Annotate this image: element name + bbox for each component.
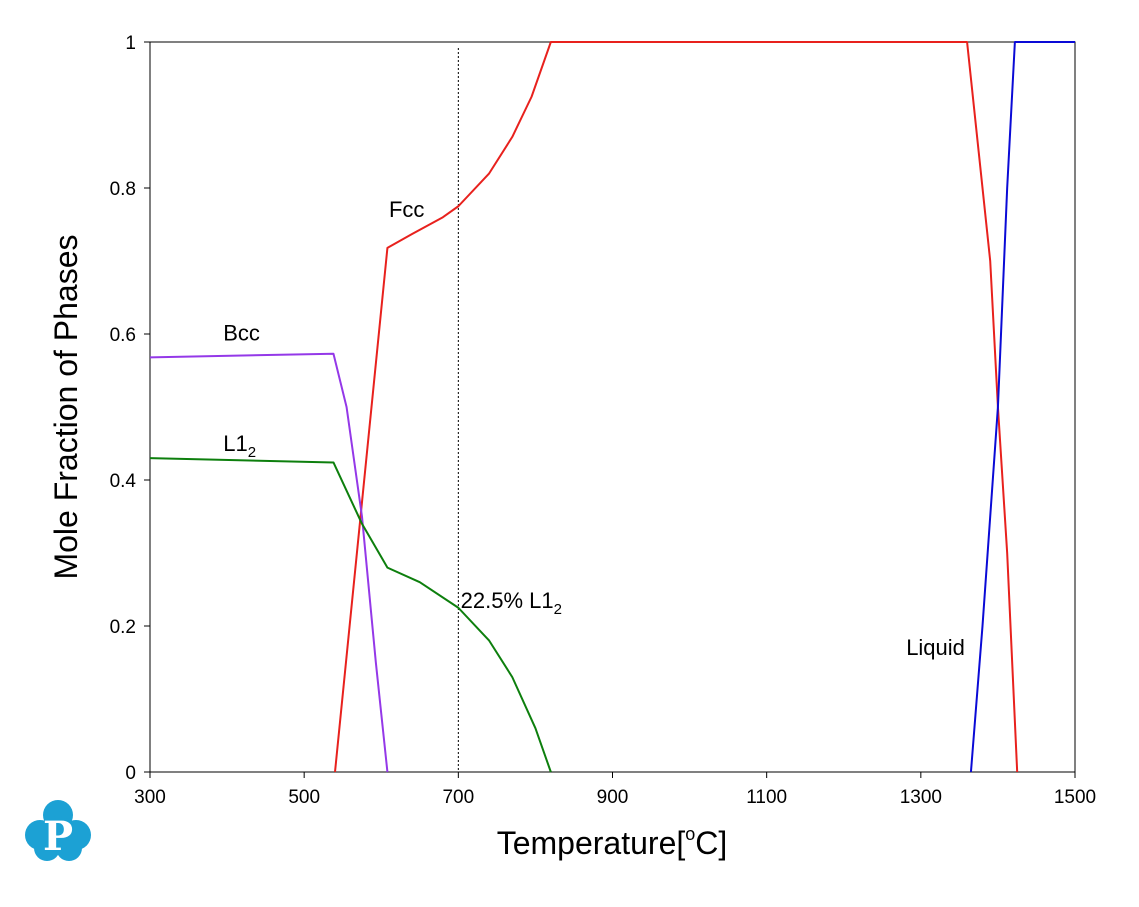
y-tick-label-0.4: 0.4 — [110, 471, 137, 492]
annotation-3: 22.5% L12 — [461, 588, 562, 618]
annotation-0: Fcc — [389, 197, 424, 222]
plot-area — [149, 41, 1076, 773]
pandat-logo: P — [25, 800, 91, 861]
x-tick-label-900: 900 — [597, 787, 629, 808]
x-tick-label-1500: 1500 — [1054, 787, 1096, 808]
y-tick-label-0.2: 0.2 — [110, 617, 136, 638]
x-tick-label-500: 500 — [288, 787, 320, 808]
plot-frame — [149, 41, 1076, 773]
x-tick-label-1300: 1300 — [900, 787, 942, 808]
x-axis-title: Temperature[oC] — [497, 824, 728, 861]
series-group — [149, 41, 1075, 773]
y-tick-label-0.6: 0.6 — [110, 325, 136, 346]
x-tick-label-300: 300 — [134, 787, 166, 808]
axes: 300 500 700 900 1100 1300 1500 0 0.2 0.4 0.6 0.8 1 — [110, 33, 1097, 808]
series-line-fcc — [334, 41, 1019, 773]
series-line-l12 — [149, 457, 552, 773]
annotations: Fcc Bcc L12 22.5% L12 Liquid — [223, 197, 965, 660]
y-axis-title: Mole Fraction of Phases — [48, 234, 84, 579]
y-tick-label-0.8: 0.8 — [110, 179, 136, 200]
series-line-bcc — [149, 352, 389, 773]
x-axis-title-main: Temperature[ — [497, 825, 686, 861]
series-line-liquid — [969, 41, 1075, 773]
pandat-logo-letter: P — [43, 813, 73, 860]
x-axis-title-sup: o — [685, 824, 695, 844]
x-axis-title-end: C] — [695, 825, 727, 861]
annotation-2: L12 — [223, 431, 256, 461]
x-tick-label-1100: 1100 — [746, 787, 787, 808]
annotation-1: Bcc — [223, 321, 260, 346]
y-tick-label-0: 0 — [125, 763, 136, 784]
y-tick-label-1: 1 — [125, 33, 136, 54]
annotation-4: Liquid — [906, 635, 965, 660]
x-tick-label-700: 700 — [442, 787, 474, 808]
